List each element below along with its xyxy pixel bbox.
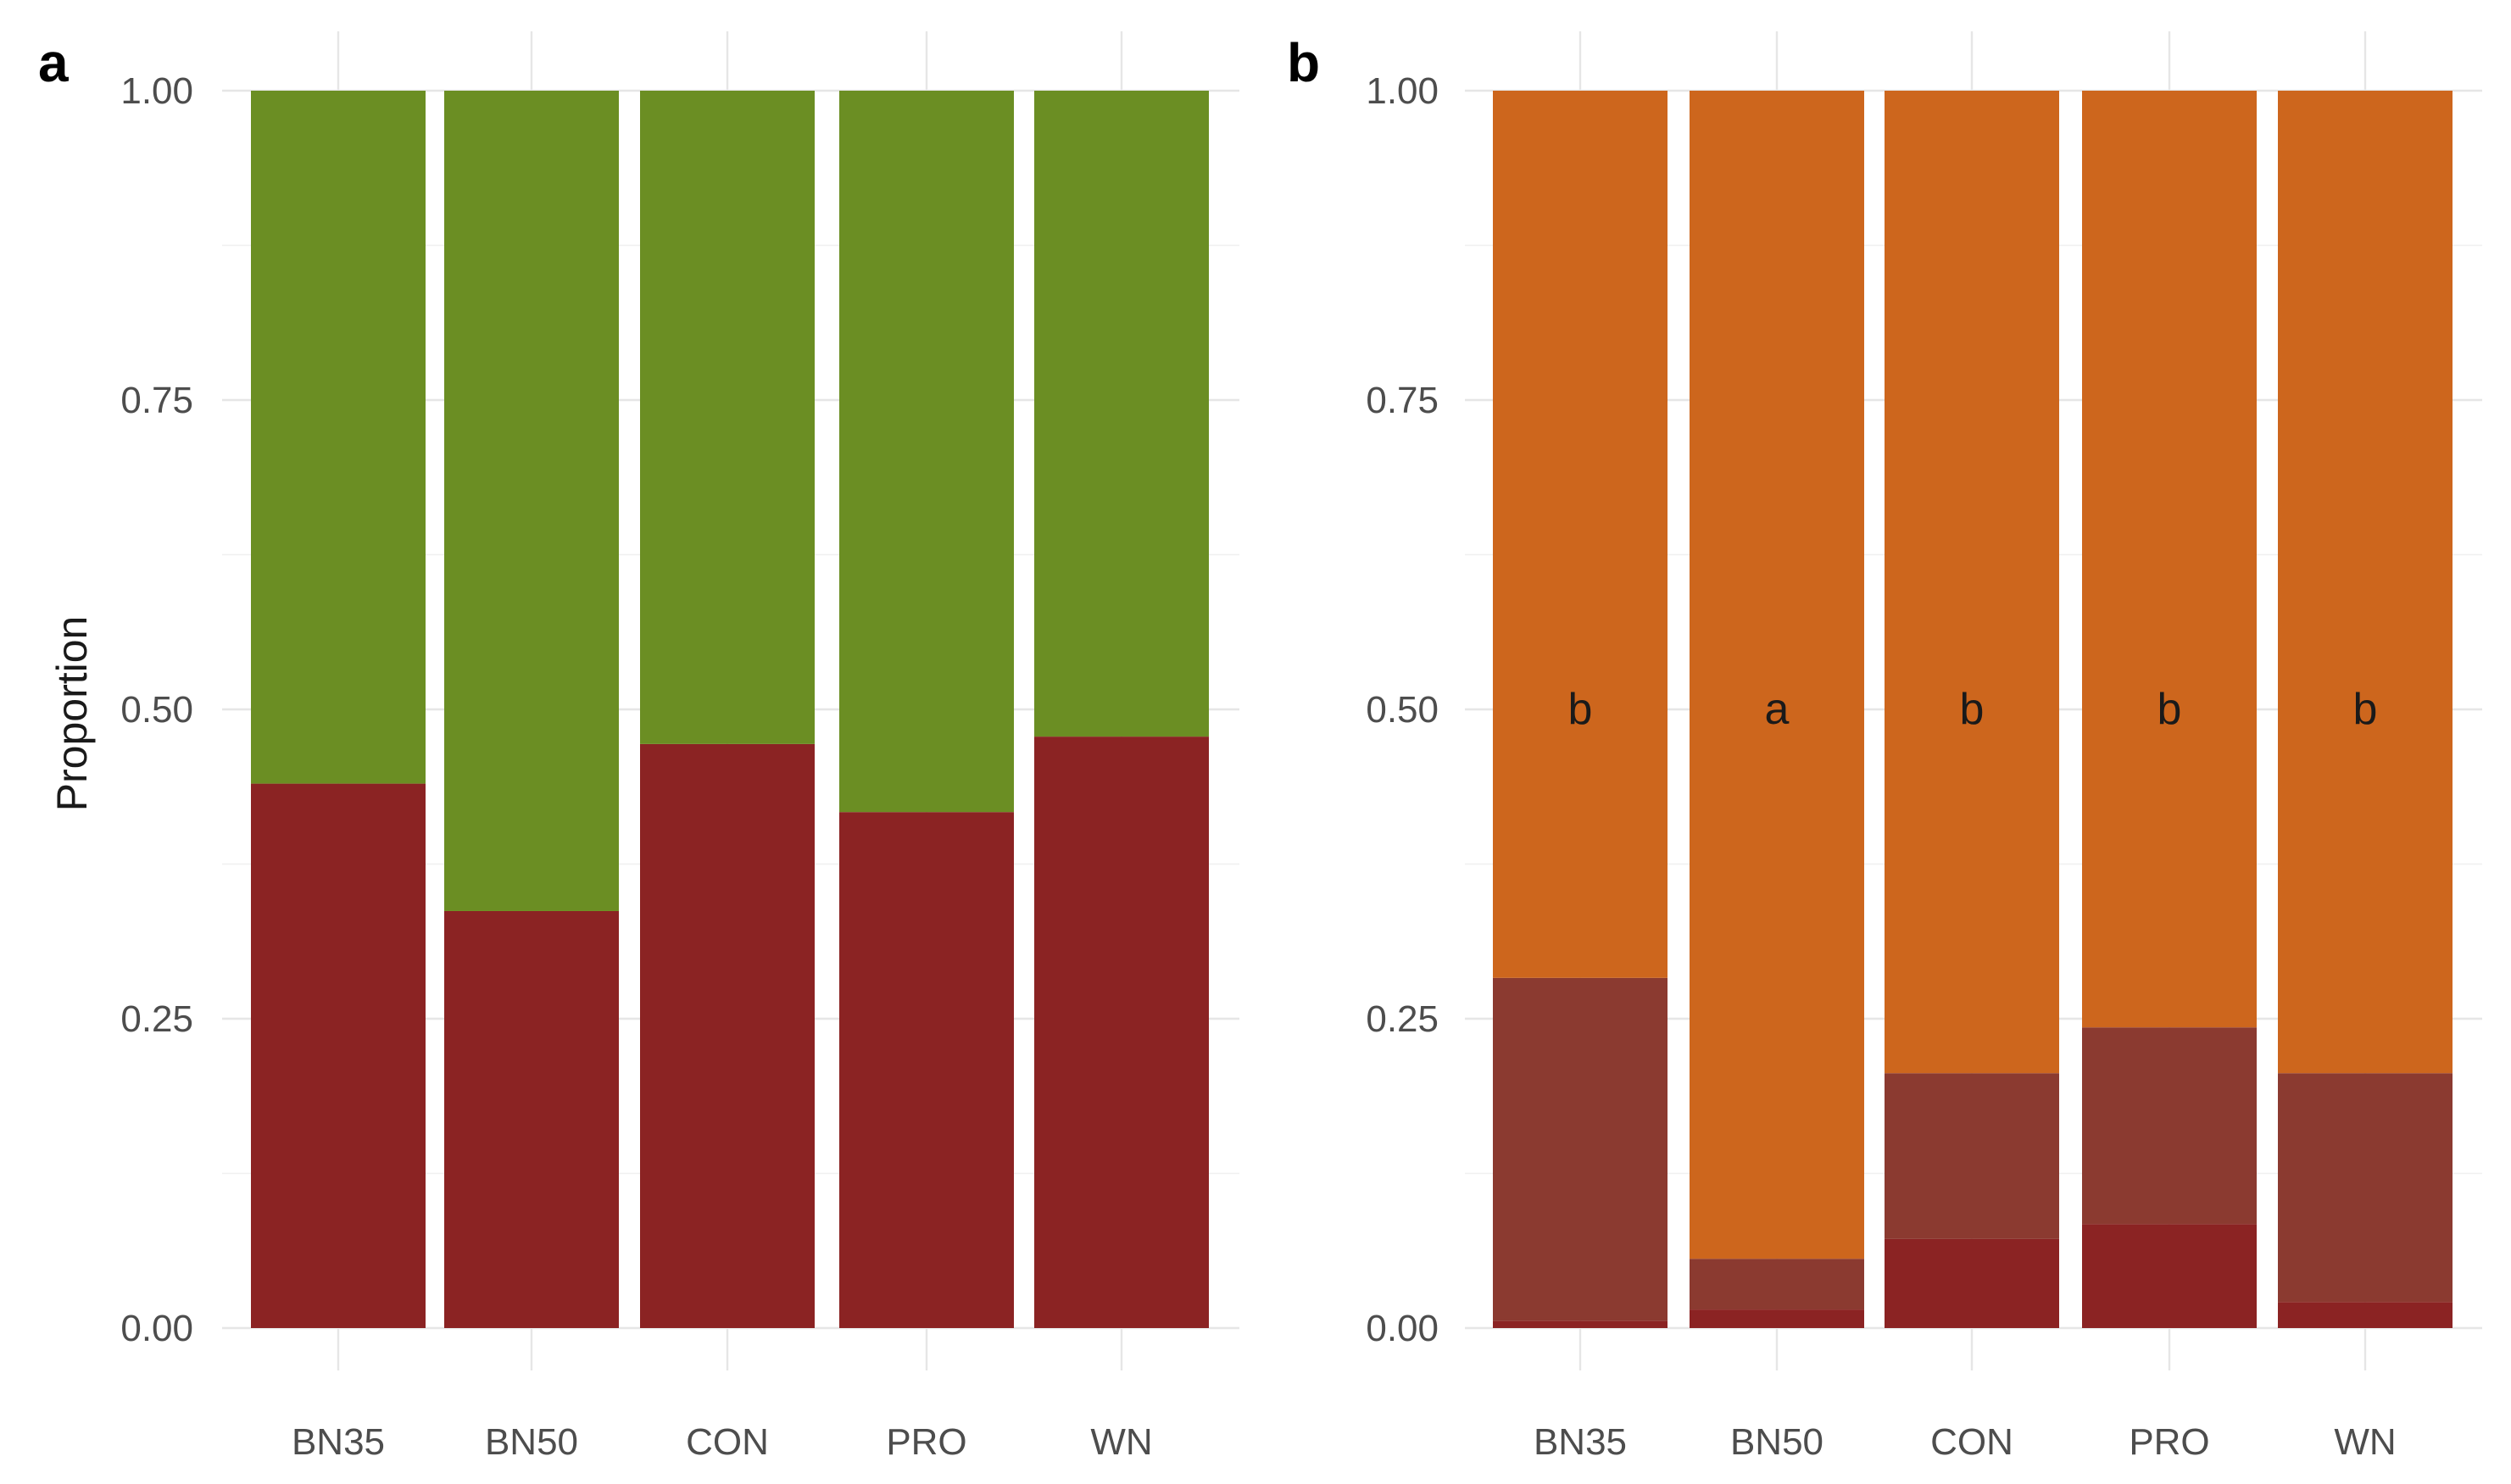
bar-lower-bn35 (251, 783, 426, 1328)
panel-b: b 0.00 0.25 0.50 0.75 1.00 BN35 BN50 CON PRO WN b a… (1287, 31, 2482, 1463)
bar-middle-bn35 (1493, 977, 1668, 1321)
x-tick-label-con: CON (686, 1421, 769, 1463)
significance-letter-pro: b (2157, 685, 2182, 734)
bar-top-bn50 (1690, 91, 1864, 1259)
y-tick-label: 0.00 (120, 1308, 193, 1349)
bar-bottom-con (1885, 1238, 2059, 1328)
bar-upper-con (640, 91, 815, 744)
bar-lower-pro (839, 812, 1014, 1328)
bar-bottom-bn35 (1493, 1320, 1668, 1328)
x-tick-label-bn35: BN35 (1534, 1421, 1627, 1463)
x-axis-ticks: BN35 BN50 CON PRO WN (292, 1421, 1153, 1463)
x-tick-label-bn35: BN35 (292, 1421, 385, 1463)
significance-letter-bn35: b (1568, 685, 1593, 734)
bar-upper-wn (1034, 91, 1209, 737)
x-tick-label-bn50: BN50 (485, 1421, 578, 1463)
significance-letter-con: b (1960, 685, 1985, 734)
y-tick-label: 0.75 (120, 380, 193, 421)
y-tick-label: 0.50 (120, 689, 193, 731)
bar-upper-bn35 (251, 91, 426, 784)
bar-top-wn (2278, 91, 2453, 1074)
bar-lower-con (640, 743, 815, 1328)
bars (251, 91, 1209, 1328)
bar-bottom-wn (2278, 1302, 2453, 1328)
panel-b-tag: b (1287, 32, 1320, 93)
y-tick-label: 1.00 (120, 70, 193, 112)
y-tick-label: 0.75 (1366, 380, 1439, 421)
y-tick-label: 0.25 (1366, 998, 1439, 1040)
bar-middle-wn (2278, 1073, 2453, 1303)
y-tick-label: 0.50 (1366, 689, 1439, 731)
x-axis-ticks: BN35 BN50 CON PRO WN (1534, 1421, 2397, 1463)
y-axis-ticks: 0.00 0.25 0.50 0.75 1.00 (1366, 70, 1439, 1349)
x-tick-label-pro: PRO (886, 1421, 966, 1463)
y-tick-label: 0.25 (120, 998, 193, 1040)
bar-middle-pro (2082, 1027, 2257, 1225)
bar-middle-bn50 (1690, 1259, 1864, 1310)
bar-upper-pro (839, 91, 1014, 813)
bar-top-bn35 (1493, 91, 1668, 978)
panel-a-y-axis-title: Proportion (48, 616, 96, 812)
x-tick-label-pro: PRO (2129, 1421, 2209, 1463)
x-tick-label-bn50: BN50 (1730, 1421, 1823, 1463)
panel-a-tag: a (38, 32, 69, 93)
x-tick-label-wn: WN (1090, 1421, 1152, 1463)
y-axis-ticks: 0.00 0.25 0.50 0.75 1.00 (120, 70, 193, 1349)
bar-bottom-pro (2082, 1224, 2257, 1328)
bar-lower-wn (1034, 736, 1209, 1328)
bar-upper-bn50 (444, 91, 619, 911)
x-tick-label-con: CON (1930, 1421, 2013, 1463)
x-tick-label-wn: WN (2334, 1421, 2396, 1463)
significance-letter-wn: b (2353, 685, 2378, 734)
bar-bottom-bn50 (1690, 1309, 1864, 1328)
bar-top-con (1885, 91, 2059, 1074)
bar-middle-con (1885, 1073, 2059, 1239)
bar-top-pro (2082, 91, 2257, 1028)
y-tick-label: 0.00 (1366, 1308, 1439, 1349)
y-tick-label: 1.00 (1366, 70, 1439, 112)
bar-lower-bn50 (444, 910, 619, 1328)
significance-letter-bn50: a (1765, 685, 1790, 734)
bars (1493, 91, 2453, 1328)
panel-a: a Proportion 0.00 0.25 0.50 0.75 1.00 BN35 BN5… (38, 31, 1239, 1463)
